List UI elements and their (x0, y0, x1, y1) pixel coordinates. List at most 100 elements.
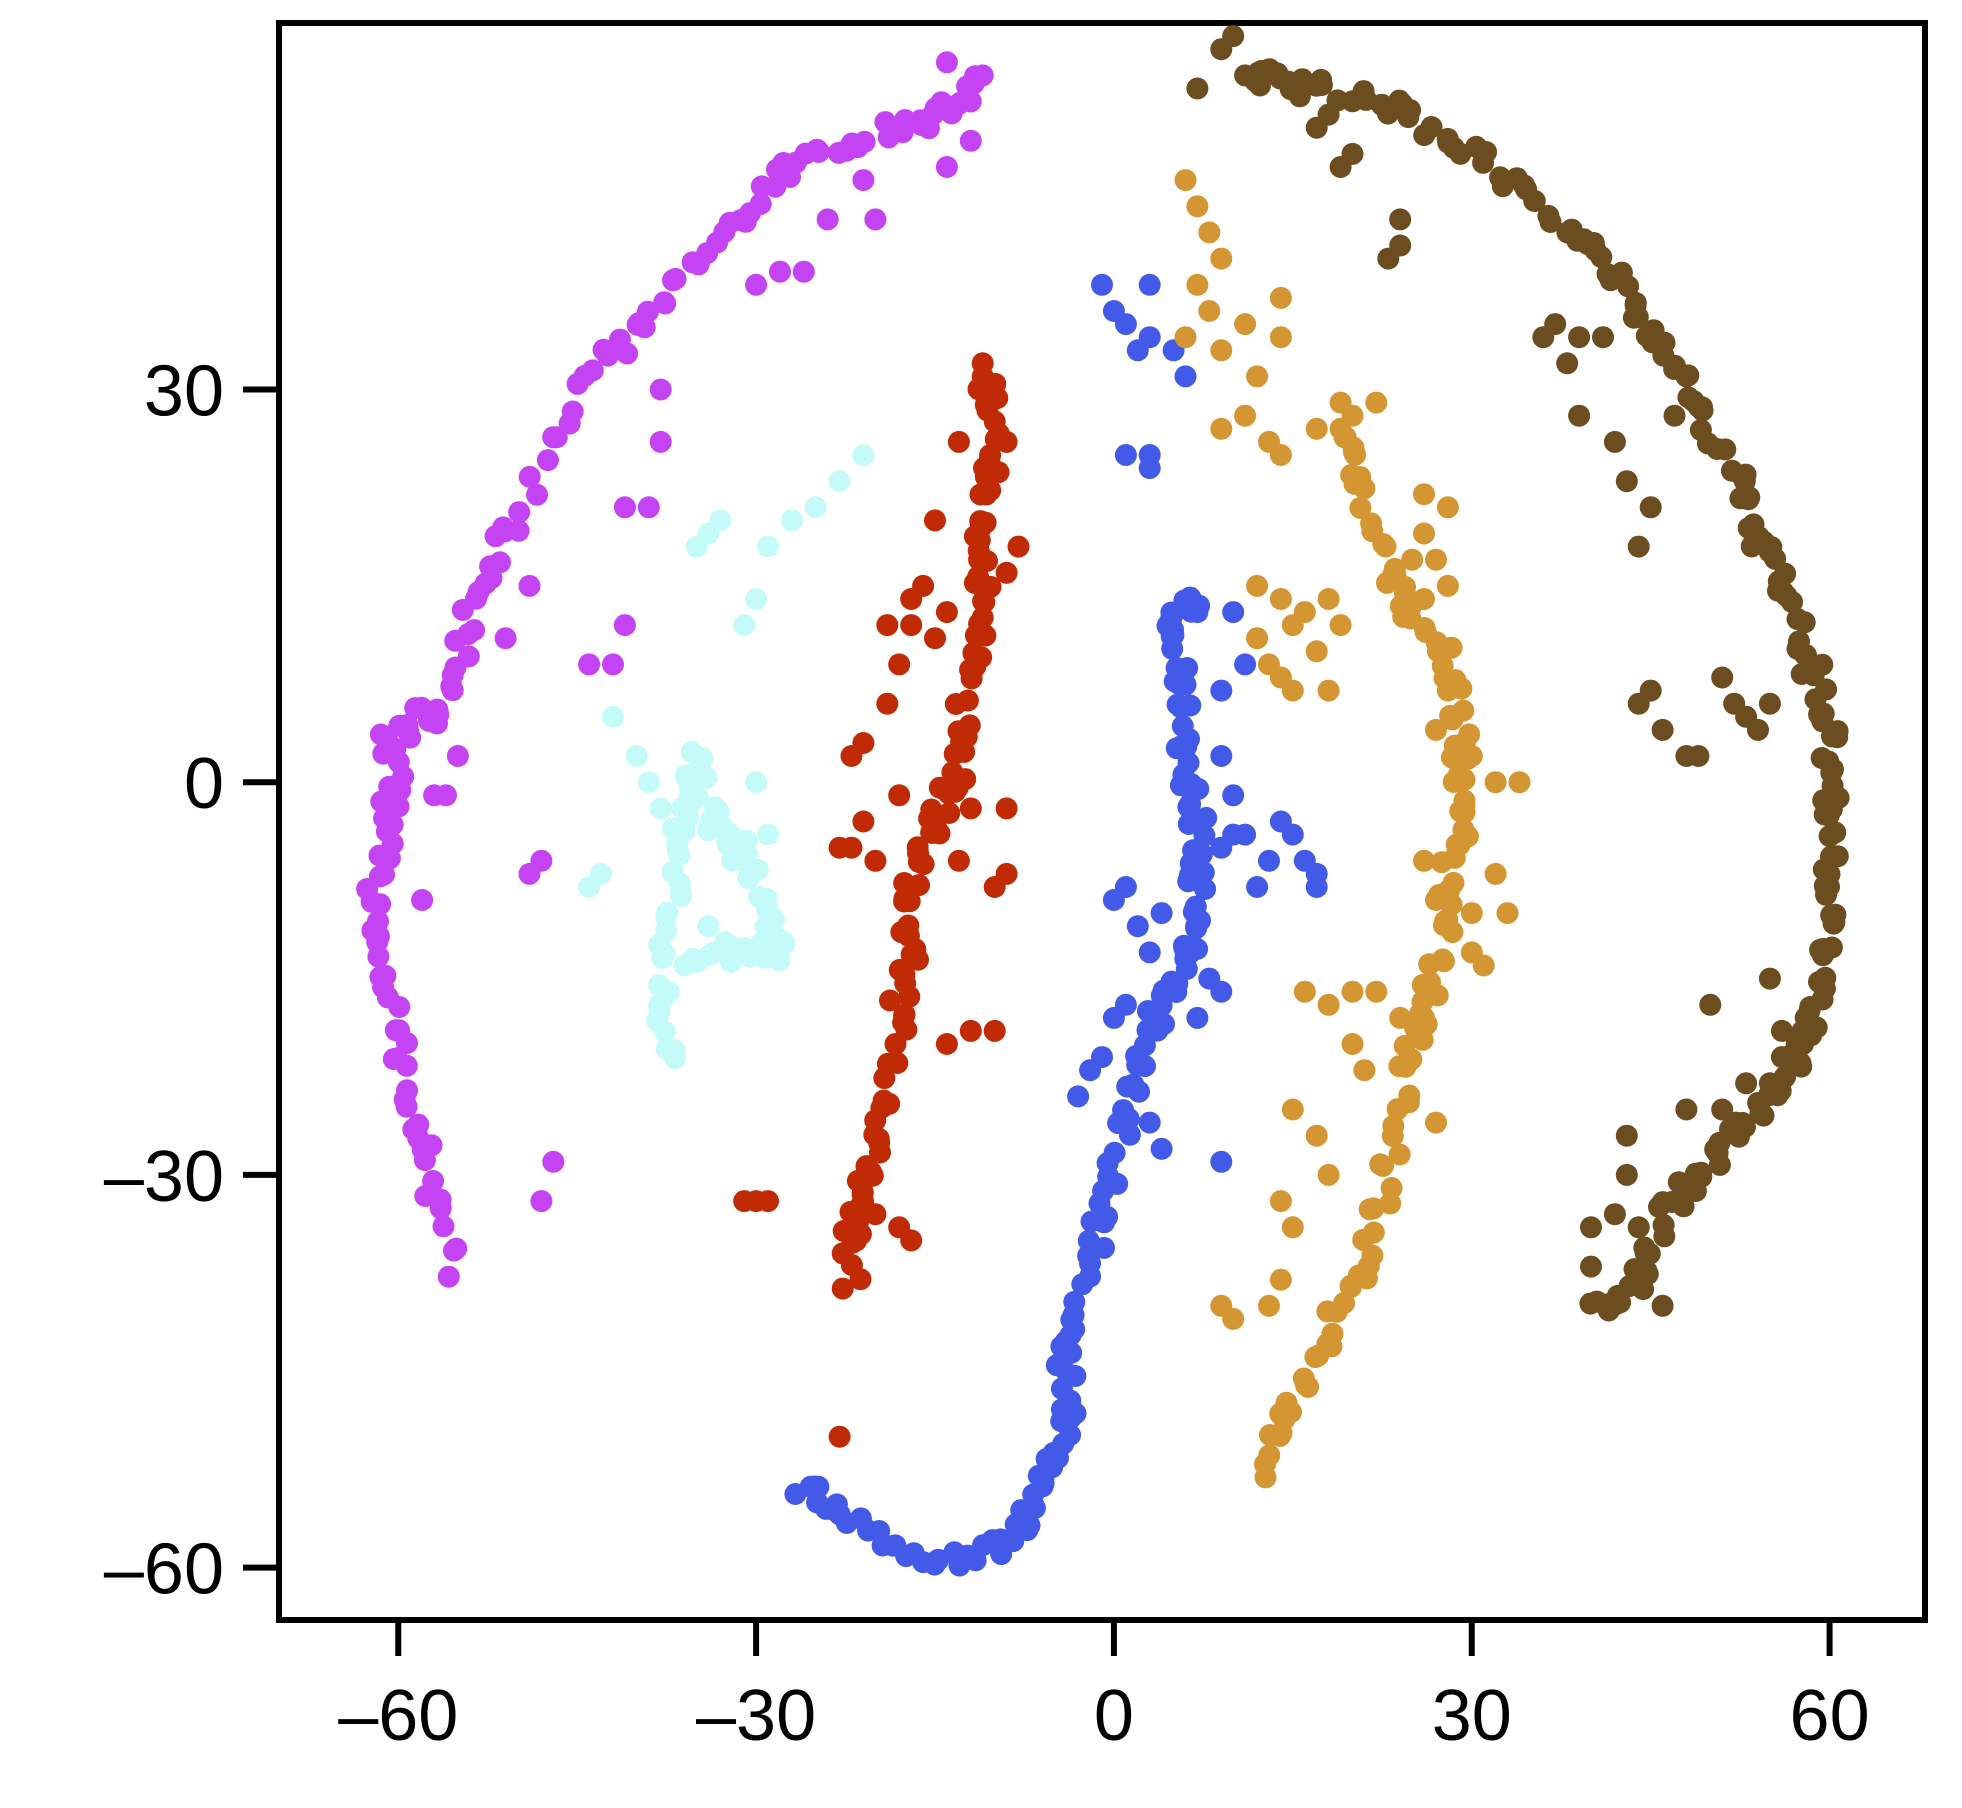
scatter-point-series-4-130 (1177, 813, 1200, 835)
scatter-point-series-2-97 (852, 444, 875, 466)
scatter-point-series-1-87 (508, 501, 531, 524)
scatter-point-series-6-60 (1808, 970, 1830, 993)
scatter-point-series-6-211 (1615, 1124, 1638, 1147)
scatter-point-series-5-163 (1460, 745, 1483, 767)
y-tick-label: –60 (104, 1530, 224, 1610)
scatter-point-series-6-236 (1639, 496, 1662, 519)
scatter-point-series-5-141 (1365, 391, 1388, 414)
scatter-point-series-3-137 (935, 601, 958, 624)
scatter-point-series-3-30 (876, 1052, 899, 1075)
scatter-point-series-1-94 (561, 400, 584, 423)
scatter-point-series-4-145 (1179, 694, 1202, 717)
scatter-point-series-2-3 (663, 1039, 686, 1061)
scatter-point-series-6-99 (1790, 663, 1813, 685)
scatter-point-series-5-156 (1246, 627, 1269, 650)
scatter-point-series-5-152 (1293, 601, 1316, 624)
scatter-point-series-5-3 (1254, 1453, 1276, 1476)
scatter-point-series-5-165 (1508, 771, 1531, 794)
scatter-point-series-3-133 (888, 653, 911, 676)
scatter-point-series-1-152 (542, 1150, 565, 1173)
scatter-point-series-3-153 (995, 561, 1018, 584)
scatter-point-series-3-145 (983, 1019, 1006, 1042)
scatter-point-series-6-127 (1720, 459, 1743, 482)
scatter-point-series-3-64 (938, 802, 961, 824)
scatter-point-series-4-128 (1193, 824, 1216, 847)
scatter-point-series-1-155 (411, 889, 434, 911)
scatter-point-series-1-128 (807, 140, 830, 163)
scatter-point-series-1-172 (792, 260, 815, 283)
scatter-points (356, 25, 1850, 1577)
scatter-point-series-6-243 (1568, 404, 1591, 427)
scatter-point-series-5-34 (1380, 1177, 1403, 1199)
scatter-point-series-1-167 (494, 627, 517, 650)
y-tick-label: 30 (144, 352, 224, 432)
scatter-point-series-5-122 (1174, 169, 1197, 192)
scatter-point-series-5-169 (1484, 862, 1507, 885)
scatter-point-series-4-208 (1222, 601, 1245, 624)
scatter-point-series-4-87 (1112, 1099, 1135, 1122)
scatter-point-series-6-160 (1560, 218, 1583, 241)
scatter-point-series-6-179 (1413, 124, 1436, 147)
scatter-point-series-5-146 (1401, 548, 1424, 571)
scatter-point-series-6-76 (1826, 845, 1849, 868)
scatter-point-series-2-96 (828, 470, 851, 493)
scatter-point-series-4-192 (1210, 679, 1233, 702)
scatter-point-series-5-137 (1269, 444, 1292, 466)
scatter-point-series-5-186 (1269, 1268, 1292, 1291)
scatter-point-series-1-16 (395, 1095, 418, 1118)
scatter-point-series-1-169 (649, 378, 672, 401)
scatter-point-series-5-150 (1269, 588, 1292, 610)
scatter-point-series-1-162 (602, 653, 624, 676)
scatter-point-series-3-155 (947, 430, 970, 453)
scatter-point-series-5-147 (1436, 574, 1459, 597)
scatter-point-series-6-8 (1609, 1291, 1632, 1314)
scatter-point-series-2-10 (648, 974, 671, 997)
scatter-point-series-4-195 (1210, 836, 1233, 859)
scatter-point-series-6-162 (1539, 211, 1562, 233)
scatter-point-series-5-118 (1344, 443, 1367, 466)
scatter-point-series-1-35 (369, 893, 392, 916)
scatter-point-series-1-119 (749, 192, 772, 215)
scatter-point-series-6-235 (1615, 470, 1638, 493)
scatter-point-series-1-1 (437, 1265, 460, 1288)
scatter-point-series-5-180 (1353, 1059, 1376, 1082)
scatter-point-series-1-135 (874, 111, 897, 134)
scatter-point-series-1-157 (530, 849, 553, 872)
scatter-point-series-6-37 (1734, 1115, 1756, 1138)
scatter-point-series-4-67 (1063, 1290, 1086, 1313)
scatter-point-series-3-134 (876, 614, 899, 637)
scatter-point-series-1-170 (745, 273, 768, 296)
scatter-point-series-1-160 (423, 784, 446, 807)
scatter-point-series-5-154 (1329, 614, 1352, 637)
scatter-point-series-1-133 (853, 130, 876, 153)
scatter-point-series-5-185 (1258, 1294, 1280, 1317)
scatter-point-series-3-71 (954, 768, 977, 791)
scatter-point-series-3-126 (828, 836, 851, 859)
scatter-point-series-5-110 (1360, 512, 1383, 535)
scatter-point-series-2-95 (804, 496, 827, 519)
scatter-point-series-3-139 (900, 588, 923, 610)
scatter-point-series-2-39 (686, 786, 709, 809)
scatter-point-series-4-194 (1222, 784, 1245, 807)
scatter-point-series-6-148 (1624, 291, 1647, 314)
scatter-point-series-5-149 (1246, 574, 1269, 597)
scatter-point-series-5-188 (1222, 1307, 1245, 1330)
scatter-point-series-4-176 (1126, 915, 1149, 938)
scatter-point-series-3-127 (864, 849, 887, 872)
scatter-point-series-4-187 (1281, 823, 1304, 846)
scatter-point-series-1-161 (578, 653, 601, 676)
scatter-point-series-5-14 (1292, 1367, 1315, 1390)
scatter-point-series-2-88 (697, 915, 720, 938)
scatter-point-series-3-135 (900, 614, 923, 637)
scatter-point-series-5-162 (1425, 718, 1447, 741)
scatter-point-series-6-231 (1758, 692, 1781, 715)
scatter-point-series-5-131 (1269, 286, 1292, 309)
scatter-point-series-3-36 (879, 989, 901, 1012)
scatter-point-series-6-103 (1788, 630, 1810, 653)
scatter-point-series-2-48 (717, 821, 740, 844)
scatter-point-series-3-144 (959, 797, 982, 820)
scatter-point-series-5-167 (1425, 889, 1447, 911)
scatter-point-series-6-242 (1556, 352, 1579, 375)
scatter-point-series-1-109 (664, 267, 687, 290)
scatter-point-series-6-120 (1742, 513, 1765, 536)
